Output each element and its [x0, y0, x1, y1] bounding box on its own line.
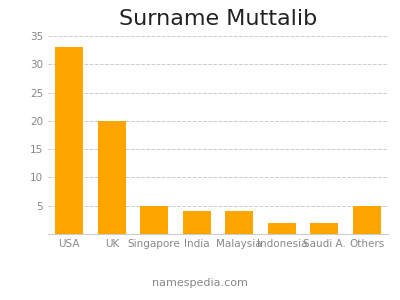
Text: namespedia.com: namespedia.com: [152, 278, 248, 288]
Bar: [98, 121, 126, 234]
Bar: [140, 206, 168, 234]
Title: Surname Muttalib: Surname Muttalib: [119, 9, 317, 29]
Bar: [56, 47, 83, 234]
Bar: [183, 212, 210, 234]
Bar: [353, 206, 380, 234]
Bar: [226, 212, 253, 234]
Bar: [268, 223, 296, 234]
Bar: [310, 223, 338, 234]
